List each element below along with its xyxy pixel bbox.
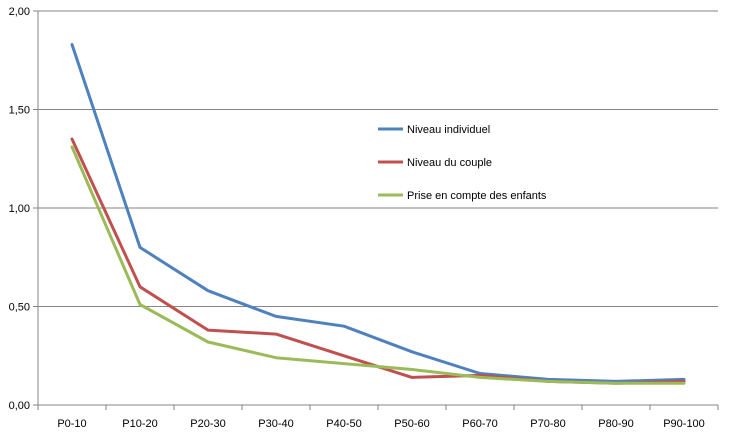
- y-tick-labels: 0,00 0,50 1,00 1,50 2,00: [9, 6, 30, 412]
- x-tick-label: P80-90: [598, 418, 633, 430]
- y-tick-label: 0,00: [9, 400, 30, 412]
- series-lines: [70, 43, 686, 385]
- x-tick-label: P90-100: [663, 418, 705, 430]
- series-line-3: [70, 145, 686, 385]
- x-tick-label: P0-10: [57, 418, 86, 430]
- x-tick-label: P20-30: [190, 418, 225, 430]
- y-tick-label: 1,50: [9, 105, 30, 117]
- series-line-1: [70, 43, 686, 383]
- legend-label: Prise en compte des enfants: [407, 190, 547, 202]
- x-tick-label: P50-60: [394, 418, 429, 430]
- axes: [33, 10, 719, 410]
- x-tick-label: P30-40: [258, 418, 293, 430]
- legend-label: Niveau individuel: [407, 124, 490, 136]
- y-tick-label: 0,50: [9, 302, 30, 314]
- x-tick-label: P60-70: [462, 418, 497, 430]
- y-tick-label: 1,00: [9, 203, 30, 215]
- legend: Niveau individuel Niveau du couple Prise e…: [378, 124, 547, 202]
- x-tick-labels: P0-10 P10-20 P20-30 P30-40 P40-50 P50-60 P60-7…: [57, 418, 704, 430]
- y-tick-label: 2,00: [9, 6, 30, 18]
- x-tick-label: P10-20: [122, 418, 157, 430]
- gridlines: [38, 10, 718, 307]
- x-tick-label: P70-80: [530, 418, 565, 430]
- legend-label: Niveau du couple: [407, 157, 492, 169]
- x-tick-label: P40-50: [326, 418, 361, 430]
